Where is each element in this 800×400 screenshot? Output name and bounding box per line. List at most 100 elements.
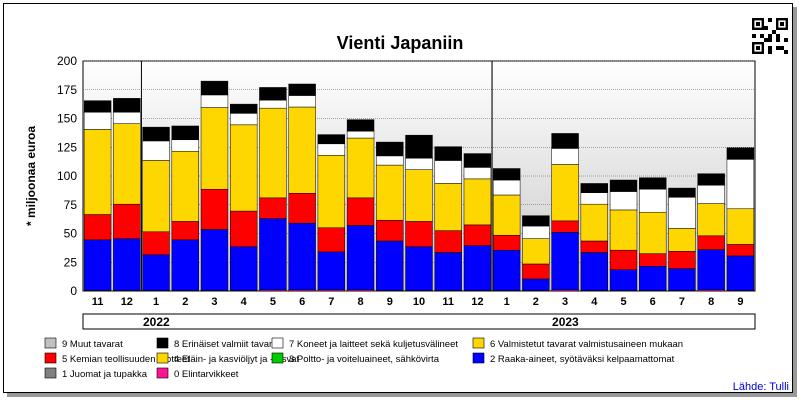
bar-segment: [259, 87, 287, 101]
x-tick-label: 5: [270, 296, 276, 308]
bar-segment: [697, 184, 725, 204]
y-axis-label: * miljoonaa euroa: [24, 126, 38, 226]
bar-segment: [580, 203, 608, 242]
year-label: 2023: [552, 315, 579, 329]
bar-segment: [259, 197, 287, 219]
bar-segment: [405, 169, 433, 222]
x-tick-label: 3: [562, 296, 568, 308]
bar-segment: [83, 214, 112, 241]
x-tick-label: 5: [620, 296, 626, 308]
x-tick-label: 9: [387, 296, 393, 308]
bar-segment: [434, 160, 462, 184]
bar-segment: [171, 151, 199, 222]
bar-segment: [376, 240, 404, 291]
legend-label: 1 Juomat ja tupakka: [62, 369, 148, 380]
bar-segment: [551, 232, 579, 291]
y-tick-label: 200: [57, 54, 77, 68]
bar-segment: [609, 191, 638, 211]
x-tick-label: 2: [182, 296, 188, 308]
bar-segment: [259, 218, 287, 291]
bar-segment: [668, 251, 696, 269]
bar-segment: [83, 129, 112, 215]
y-tick-label: 75: [64, 198, 78, 212]
bar-segment: [317, 134, 346, 145]
bar-segment: [434, 183, 462, 231]
legend-swatch: [271, 337, 284, 349]
bar-segment: [200, 80, 229, 96]
y-tick-label: 175: [57, 83, 77, 97]
bar-segment: [113, 123, 141, 205]
year-row: [82, 313, 756, 330]
bar-segment: [639, 177, 667, 190]
bar-segment: [200, 229, 229, 291]
bar-segment: [697, 235, 725, 250]
bar-segment: [697, 249, 725, 291]
bar-segment: [668, 187, 696, 198]
bar-segment: [317, 143, 346, 156]
legend-label: 7 Koneet ja laitteet sekä kuljetusväline…: [289, 339, 458, 350]
bar-segment: [259, 107, 287, 199]
bar-segment: [171, 125, 199, 141]
bar-segment: [346, 197, 375, 226]
bar-segment: [171, 239, 199, 291]
bar-segment: [492, 179, 521, 196]
bar-segment: [580, 183, 608, 193]
bar-segment: [288, 83, 316, 96]
x-tick-label: 3: [211, 296, 217, 308]
x-tick-label: 10: [413, 296, 425, 308]
legend-label: 9 Muut tavarat: [62, 339, 123, 350]
y-tick-label: 150: [57, 112, 77, 126]
bar-segment: [726, 159, 755, 210]
x-tick-label: 7: [679, 296, 685, 308]
y-tick-label: 25: [64, 255, 78, 269]
bar-segment: [551, 164, 579, 222]
bar-segment: [639, 253, 667, 267]
bar-segment: [200, 107, 229, 190]
bar-segment: [346, 137, 375, 199]
bar-segment: [346, 225, 375, 291]
bar-segment: [230, 113, 258, 126]
bar-segment: [522, 215, 550, 227]
bar-segment: [142, 231, 170, 256]
bar-segment: [492, 234, 521, 251]
x-tick-label: 2: [533, 296, 539, 308]
bar-segment: [259, 99, 287, 109]
bar-segment: [434, 252, 462, 291]
legend-swatch: [44, 367, 57, 379]
bar-segment: [230, 246, 258, 291]
source-label: Lähde: Tulli: [733, 381, 789, 393]
bar-segment: [522, 278, 550, 291]
legend-label: 4 Eläin- ja kasviöljyt ja -rasvat: [174, 354, 299, 365]
bar-segment: [609, 269, 638, 291]
y-tick-label: 125: [57, 140, 77, 154]
legend-label: 5 Kemian teollisuuden tuotteet: [62, 354, 190, 365]
x-tick-label: 12: [471, 296, 483, 308]
bar-segment: [463, 245, 492, 291]
bar-segment: [288, 106, 316, 194]
bar-segment: [142, 126, 170, 142]
x-tick-label: 6: [299, 296, 305, 308]
bar-segment: [83, 100, 112, 113]
y-tick-label: 50: [64, 227, 78, 241]
bar-segment: [726, 147, 755, 160]
bar-segment: [609, 249, 638, 270]
bar-segment: [346, 130, 375, 139]
bar-segment: [522, 263, 550, 280]
bar-segment: [668, 268, 696, 291]
x-tick-label: 6: [650, 296, 656, 308]
x-tick-label: 9: [737, 296, 743, 308]
legend-swatch: [156, 352, 169, 364]
bar-segment: [551, 133, 579, 149]
x-tick-label: 4: [241, 296, 248, 308]
year-label: 2022: [143, 315, 170, 329]
bar-segment: [230, 124, 258, 212]
bar-segment: [492, 249, 521, 291]
bar-segment: [463, 224, 492, 246]
legend-swatch: [44, 352, 57, 364]
legend-label: 8 Erinäiset valmiit tavarat: [174, 339, 280, 350]
bar-segment: [434, 230, 462, 253]
bar-segment: [726, 244, 755, 257]
qr-code-icon: [752, 18, 788, 54]
legend-swatch: [156, 337, 169, 349]
